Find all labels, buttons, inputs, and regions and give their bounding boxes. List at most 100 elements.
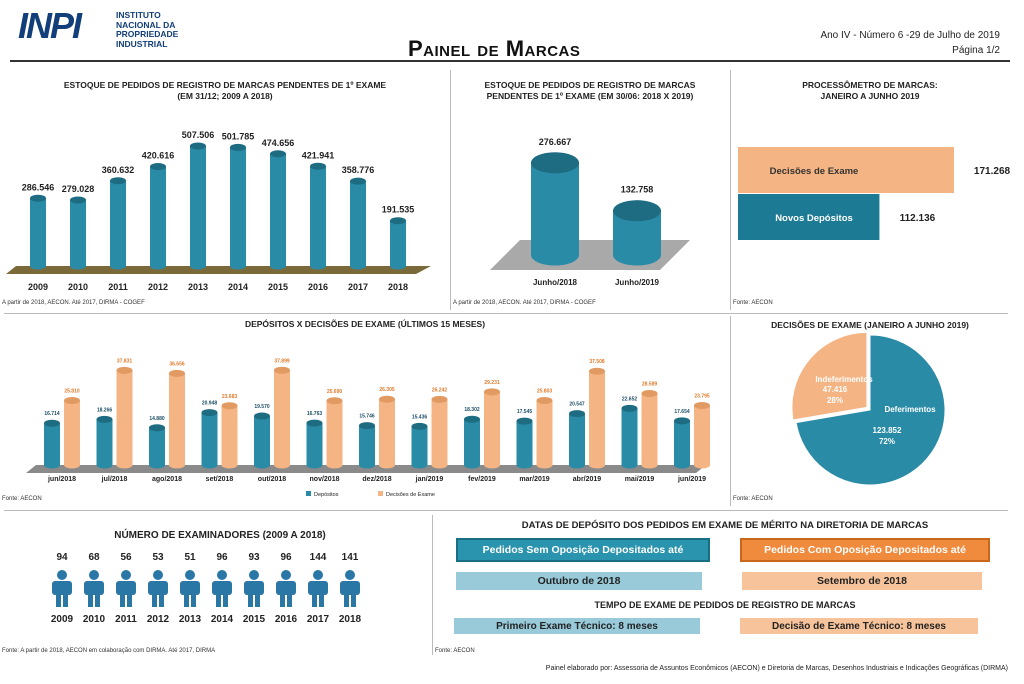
chart4-bar-body: [484, 392, 500, 465]
examiner-year: 2014: [206, 614, 238, 625]
chart4-bar: [64, 397, 80, 469]
chart2-tick-label: Junho/2018: [533, 278, 578, 287]
person-leg: [95, 593, 100, 607]
chart4-bar-top: [589, 368, 605, 375]
chart4-bar: [537, 397, 553, 469]
chart1-bar-base: [150, 262, 166, 269]
chart4-bar-top: [642, 390, 658, 397]
chart1-bar-top: [270, 150, 286, 157]
issue-info: Ano IV - Número 6 -29 de Julho de 2019 P…: [820, 28, 1000, 58]
chart4-bar: [484, 388, 500, 468]
person-leg: [152, 593, 157, 607]
chart4-value-label: 23.683: [222, 394, 238, 400]
chart4-bar-body: [359, 426, 375, 465]
examiner-column: 532012: [142, 552, 174, 625]
examiner-count: 96: [206, 552, 238, 563]
chart4-bar: [622, 405, 638, 469]
chart4-bar-body: [149, 428, 165, 465]
chart4-bar-base: [359, 461, 375, 468]
chart1-floor: [6, 266, 431, 274]
chart4-bar: [117, 367, 133, 469]
chart4-value-label: 29.231: [484, 380, 500, 386]
person-leg: [319, 593, 324, 607]
chart4-value-label: 26.305: [379, 387, 395, 393]
chart1-bar-top: [30, 195, 46, 202]
chart2-value-label: 132.758: [621, 185, 654, 195]
panel2-title: ESTOQUE DE PEDIDOS DE REGISTRO DE MARCAS…: [460, 80, 720, 102]
chart4-value-label: 25.810: [64, 388, 80, 394]
chart4-bar-base: [484, 461, 500, 468]
chart4-bar-top: [307, 420, 323, 427]
person-leg: [56, 593, 61, 607]
examiner-year: 2010: [78, 614, 110, 625]
chart1-bar-base: [110, 262, 126, 269]
examiner-count: 53: [142, 552, 174, 563]
chart4-bar-top: [379, 396, 395, 403]
chart4-tick-label: jul/2018: [101, 476, 128, 483]
person-body: [276, 581, 296, 595]
stock-bar-chart: 286.5462009279.0282010360.6322011420.616…: [6, 108, 446, 298]
chart4-bar: [674, 417, 690, 468]
examiner-count: 141: [334, 552, 366, 563]
chart4-tick-label: dez/2018: [362, 476, 391, 483]
chart4-bar-top: [517, 418, 533, 425]
chart1-bar-body: [230, 147, 246, 266]
chart4-bar: [694, 402, 710, 469]
chart3-value-label: 171.268: [974, 166, 1011, 177]
chart2-bar-top: [613, 200, 661, 221]
person-head: [345, 570, 355, 580]
chart4-value-label: 14.880: [149, 416, 165, 422]
person-icon: [238, 569, 270, 609]
person-body: [52, 581, 72, 595]
chart1-bar: [310, 163, 326, 270]
chart4-bar-base: [307, 461, 323, 468]
page-title: Painel de Marcas: [408, 36, 580, 62]
person-head: [249, 570, 259, 580]
chart2-tick-label: Junho/2019: [615, 278, 660, 287]
chart4-bar-top: [327, 397, 343, 404]
chart4-tick-label: abr/2019: [573, 476, 602, 483]
chart1-tick-label: 2009: [28, 282, 48, 292]
person-icon: [78, 569, 110, 609]
chart4-value-label: 36.656: [169, 361, 185, 367]
examiner-count: 51: [174, 552, 206, 563]
chart4-bar-base: [117, 461, 133, 468]
chart4-bar-base: [274, 461, 290, 468]
chart4-legend-label: Decisões de Exame: [386, 492, 435, 498]
person-body: [308, 581, 328, 595]
chart1-bar-top: [230, 144, 246, 151]
chart4-bar: [464, 416, 480, 469]
chart4-tick-label: ago/2018: [152, 476, 182, 483]
chart1-value-label: 286.546: [22, 182, 55, 192]
chart4-bar: [307, 420, 323, 469]
chart4-bar: [222, 402, 238, 468]
person-leg: [351, 593, 356, 607]
chart5-value: 123.852: [873, 426, 902, 435]
deposits-decisions-chart: 16.71425.810jun/201818.26637.831jul/2018…: [6, 335, 726, 501]
examiner-column: 1412018: [334, 552, 366, 625]
person-body: [244, 581, 264, 595]
tempo-title: TEMPO DE EXAME DE PEDIDOS DE REGISTRO DE…: [440, 600, 1010, 611]
person-leg: [255, 593, 260, 607]
chart1-bar-top: [390, 217, 406, 224]
person-icon: [174, 569, 206, 609]
chart4-value-label: 26.242: [432, 387, 448, 393]
chart1-value-label: 358.776: [342, 165, 375, 175]
chart4-value-label: 37.831: [117, 358, 133, 364]
chart4-bar: [517, 418, 533, 469]
chart4-value-label: 25.690: [327, 389, 343, 395]
person-icon: [334, 569, 366, 609]
person-icon: [110, 569, 142, 609]
chart1-tick-label: 2016: [308, 282, 328, 292]
person-leg: [184, 593, 189, 607]
chart1-bar-top: [310, 163, 326, 170]
chart4-bar-base: [569, 461, 585, 468]
chart4-tick-label: nov/2018: [310, 476, 340, 483]
chart4-legend-swatch: [306, 491, 311, 496]
person-head: [217, 570, 227, 580]
examiner-year: 2017: [302, 614, 334, 625]
chart2-bar: [613, 200, 661, 265]
divider: [450, 70, 451, 310]
chart1-bar-top: [110, 177, 126, 184]
chart1-value-label: 360.632: [102, 165, 135, 175]
